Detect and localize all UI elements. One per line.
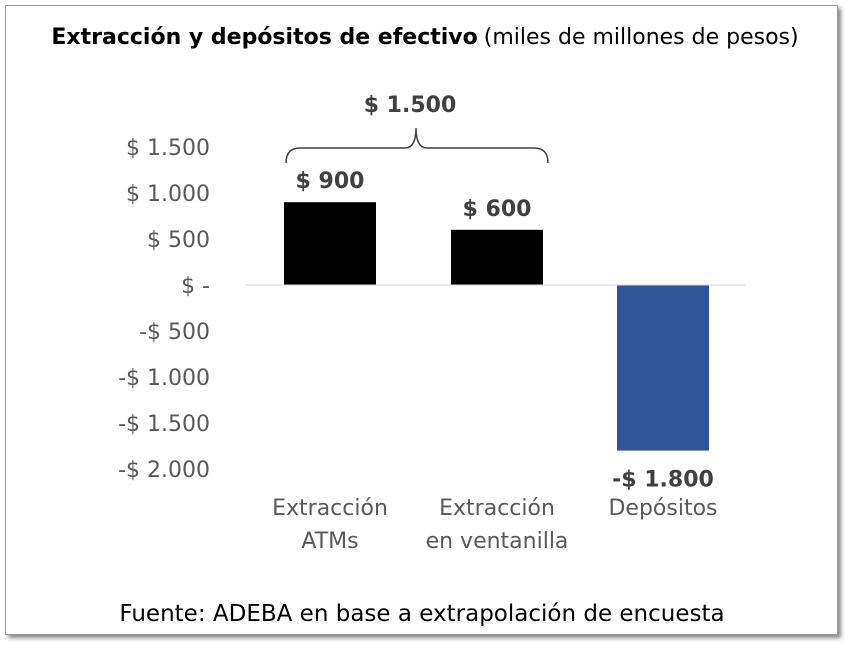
data-label: $ 600 [463, 197, 532, 222]
bar [617, 285, 709, 451]
x-tick-label: Extracción [439, 496, 555, 521]
y-tick-label: -$ 2.000 [118, 458, 210, 483]
title-main: Extracción y depósitos de efectivo [51, 25, 477, 50]
x-tick-label: Extracción [272, 496, 388, 521]
data-label: $ 900 [296, 169, 365, 194]
bar [284, 202, 376, 285]
data-labels: $ 900 $ 600 -$ 1.800 [296, 169, 714, 492]
chart-title: Extracción y depósitos de efectivo (miles… [51, 25, 798, 50]
annotation-label: $ 1.500 [364, 93, 457, 118]
y-tick-label: $ 1.000 [126, 182, 210, 207]
x-tick-label: en ventanilla [426, 529, 569, 554]
bars [284, 202, 709, 451]
x-tick-label: Depósitos [608, 496, 717, 521]
y-tick-label: $ - [181, 274, 210, 299]
y-axis: $ 1.500 $ 1.000 $ 500 $ - -$ 500 -$ 1.000 -$ 1… [118, 136, 210, 483]
y-tick-label: -$ 1.500 [118, 412, 210, 437]
y-tick-label: $ 500 [147, 228, 210, 253]
y-tick-label: -$ 1.000 [118, 366, 210, 391]
title-units: (miles de millones de pesos) [484, 25, 799, 50]
bar [451, 229, 543, 285]
annotation-brace [285, 127, 549, 164]
data-label: -$ 1.800 [612, 468, 714, 493]
x-axis: Extracción ATMs Extracción en ventanilla Dep… [272, 496, 717, 554]
y-tick-label: $ 1.500 [126, 136, 210, 161]
x-tick-label: ATMs [301, 529, 358, 554]
source-note: Fuente: ADEBA en base a extrapolación de… [119, 601, 724, 627]
y-tick-label: -$ 500 [139, 320, 210, 345]
